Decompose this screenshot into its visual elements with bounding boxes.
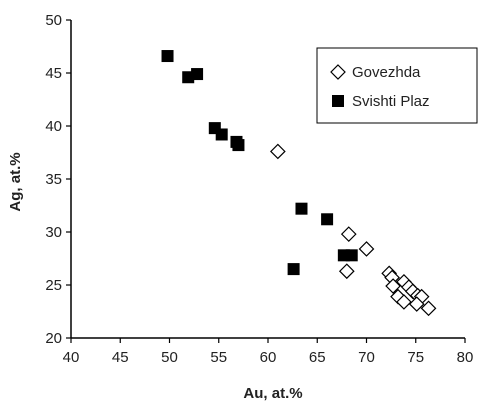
point-svishti-plaz	[191, 68, 204, 81]
point-govezhda	[408, 296, 425, 312]
point-svishti-plaz	[321, 213, 334, 226]
point-govezhda	[420, 300, 437, 317]
x-axis-title: Au, at.%	[243, 385, 302, 402]
legend-box	[316, 47, 478, 124]
x-tick-label: 55	[210, 349, 227, 366]
point-govezhda	[396, 294, 412, 310]
y-tick-label: 30	[45, 224, 62, 241]
point-govezhda	[358, 241, 375, 257]
x-tick-label: 65	[309, 349, 326, 366]
x-tick-label: 50	[161, 349, 178, 366]
point-svishti-plaz	[295, 202, 308, 215]
x-tick-label: 70	[358, 349, 375, 366]
point-govezhda	[385, 278, 401, 294]
x-axis-ticks: 40 45 50 55 60 65 70 75 80	[63, 338, 474, 366]
data-points	[161, 50, 437, 317]
y-tick-label: 35	[45, 171, 62, 188]
legend-marker-govezhda	[330, 64, 346, 80]
y-tick-label: 50	[45, 12, 62, 29]
point-govezhda	[270, 143, 286, 160]
point-svishti-plaz	[345, 249, 358, 262]
point-svishti-plaz	[161, 50, 174, 63]
point-svishti-plaz	[287, 263, 300, 276]
y-axis-ticks: 20 25 30 35 40 45 50	[45, 12, 71, 347]
y-axis-title: Ag, at.%	[7, 152, 24, 211]
point-svishti-plaz	[208, 122, 221, 135]
legend-label-govezhda: Govezhda	[352, 64, 421, 81]
x-tick-label: 60	[260, 349, 277, 366]
x-tick-label: 40	[63, 349, 80, 366]
legend-label-svishti-plaz: Svishti Plaz	[352, 93, 430, 110]
point-svishti-plaz	[215, 128, 228, 141]
legend: Govezhda Svishti Plaz	[316, 47, 478, 124]
y-tick-label: 45	[45, 65, 62, 82]
point-svishti-plaz	[232, 139, 245, 152]
x-tick-label: 80	[457, 349, 474, 366]
point-govezhda	[338, 263, 355, 280]
legend-marker-svishti-plaz	[332, 95, 344, 107]
y-tick-label: 40	[45, 118, 62, 135]
x-tick-label: 45	[112, 349, 129, 366]
point-govezhda	[340, 226, 357, 242]
x-tick-label: 75	[407, 349, 424, 366]
y-tick-label: 20	[45, 330, 62, 347]
y-tick-label: 25	[45, 277, 62, 294]
